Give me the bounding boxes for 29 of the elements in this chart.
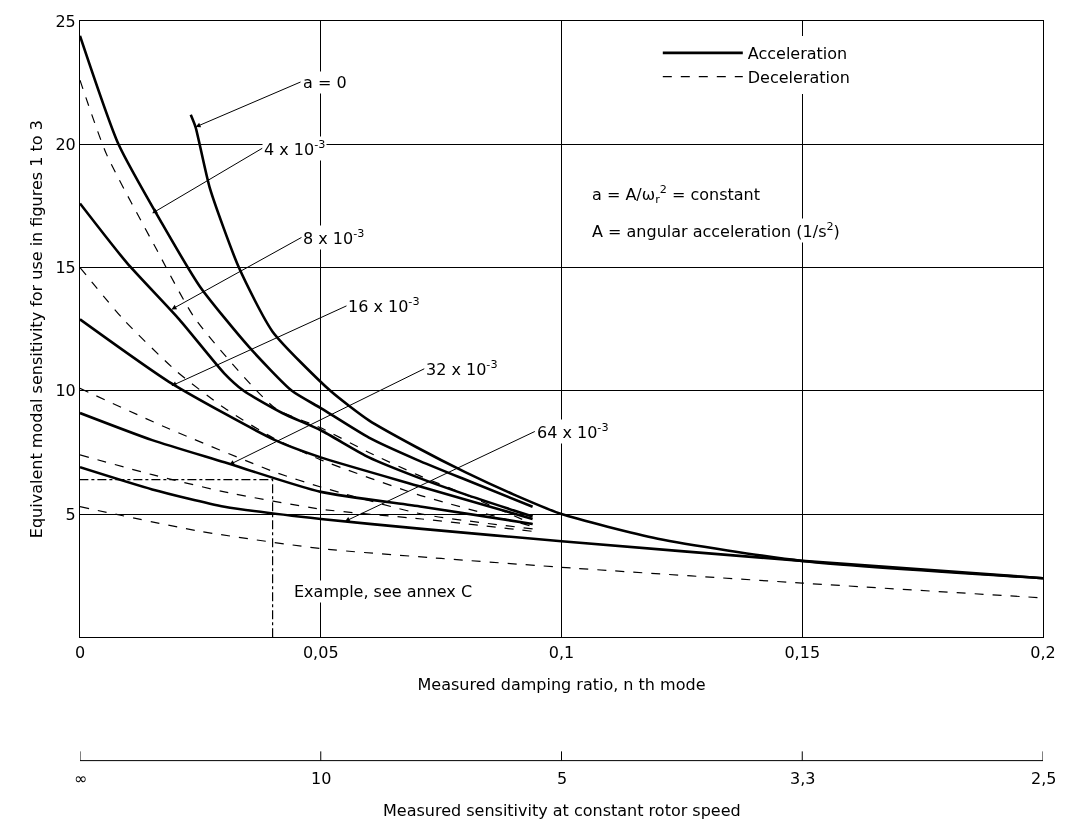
annotation: 2,5 [1031,769,1057,788]
x2-axis-title: Measured sensitivity at constant rotor speed [383,801,741,819]
x-tick-label: 0,2 [1030,642,1056,662]
annotation: a = A/ω$_{r}$$^{2}$ = constant [592,183,760,207]
annotation: 4 x 10$^{-3}$ [264,138,326,159]
x-axis-title: Measured damping ratio, n th mode [417,675,706,695]
x-tick-label: 0,05 [302,642,339,662]
annotation: 32 x 10$^{-3}$ [426,358,498,379]
annotation: 5 [557,769,568,788]
annotation: ∞ [74,769,88,788]
x-tick-label: 0,1 [548,642,575,662]
y-tick-label: 25 [55,11,76,31]
y-tick-label: 10 [55,381,76,401]
x-tick-label: 0 [74,642,86,662]
annotation: Example, see annex C [294,582,473,601]
y-tick-label: 5 [65,504,76,524]
annotation: A = angular acceleration (1/s$^{2}$) [592,220,840,241]
annotation: 8 x 10$^{-3}$ [303,227,365,248]
legend-label: Acceleration [747,44,848,64]
annotation: 16 x 10$^{-3}$ [348,295,420,316]
y-tick-label: 20 [55,134,76,154]
x-tick-label: 0,15 [784,642,821,662]
annotation: 64 x 10$^{-3}$ [537,421,609,442]
annotation: 10 [311,769,332,788]
legend-label: Deceleration [747,67,850,87]
y-axis-title: Equivalent modal sensitivity for use in figures 1 to 3 [27,120,47,539]
annotation: a = 0 [303,73,347,92]
y-tick-label: 15 [55,258,76,278]
annotation: 3,3 [790,769,816,788]
